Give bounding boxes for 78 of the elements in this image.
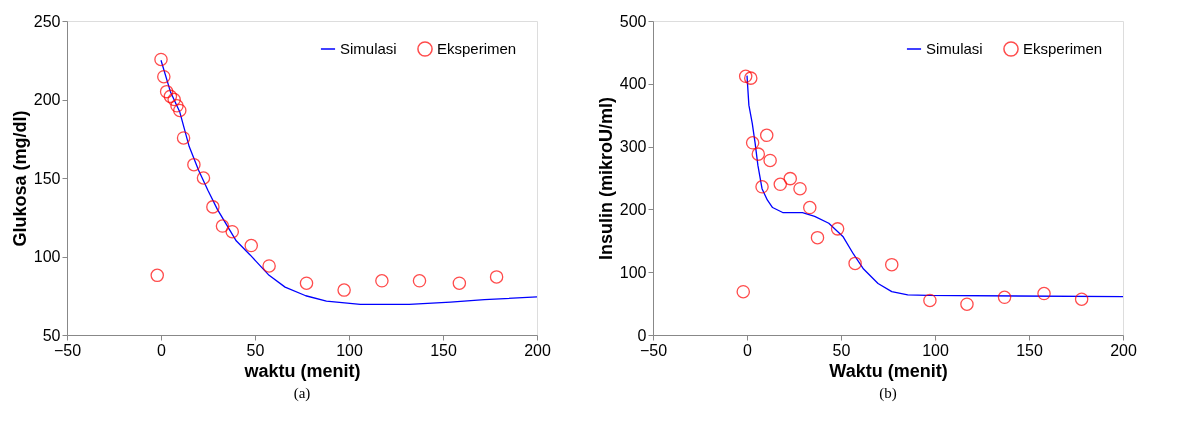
point bbox=[736, 284, 751, 299]
y-tick-label: 0 bbox=[637, 326, 647, 344]
point bbox=[783, 171, 798, 186]
point bbox=[154, 52, 168, 67]
point bbox=[923, 293, 937, 308]
x-tick-label: 50 bbox=[246, 341, 265, 359]
point bbox=[848, 256, 862, 271]
legend-label: Simulasi bbox=[926, 40, 983, 57]
x-tick-label: 0 bbox=[743, 341, 753, 359]
y-tick-label: 100 bbox=[33, 248, 61, 265]
point bbox=[157, 69, 171, 84]
x-axis-title: Waktu (menit) bbox=[829, 360, 948, 381]
point bbox=[225, 224, 240, 239]
y-tick-label: 300 bbox=[619, 138, 647, 156]
x-tick-label: −50 bbox=[639, 341, 668, 359]
point bbox=[763, 153, 777, 168]
text: (a) bbox=[293, 385, 311, 402]
y-tick-label: 100 bbox=[619, 263, 647, 281]
y-axis-title: Glukosa (mg/dl) bbox=[9, 110, 30, 247]
y-tick-label: 200 bbox=[619, 200, 647, 218]
x-tick-label: −50 bbox=[53, 341, 82, 359]
point bbox=[187, 157, 201, 172]
y-tick-label: 150 bbox=[33, 169, 61, 187]
point bbox=[337, 283, 351, 297]
line-series bbox=[160, 59, 538, 306]
y-tick-label: 250 bbox=[33, 12, 61, 30]
point bbox=[755, 180, 769, 194]
point bbox=[262, 259, 276, 273]
point bbox=[173, 103, 187, 118]
point bbox=[215, 219, 230, 233]
point bbox=[738, 69, 753, 84]
x-axis-title: waktu (menit) bbox=[243, 360, 361, 381]
point bbox=[810, 230, 825, 245]
x-tick-label: 0 bbox=[157, 341, 167, 359]
x-tick-label: 50 bbox=[832, 341, 851, 359]
y-tick-label: 50 bbox=[42, 326, 61, 344]
point bbox=[167, 92, 181, 107]
point bbox=[206, 200, 220, 214]
point bbox=[773, 177, 788, 192]
x-tick-label: 200 bbox=[524, 341, 551, 359]
y-axis-title: Insulin (mikroU/ml) bbox=[595, 96, 616, 261]
text: (b) bbox=[879, 385, 897, 402]
x-tick-label: 150 bbox=[1016, 341, 1043, 359]
legend-label: Eksperimen bbox=[437, 40, 517, 57]
point bbox=[793, 181, 807, 196]
point bbox=[884, 257, 899, 272]
line-series bbox=[746, 74, 1124, 298]
x-tick-label: 100 bbox=[336, 341, 363, 359]
x-tick-label: 150 bbox=[430, 341, 457, 359]
x-tick-label: 100 bbox=[922, 341, 949, 359]
point bbox=[452, 276, 467, 290]
point bbox=[960, 297, 974, 311]
point bbox=[997, 290, 1012, 305]
point bbox=[196, 171, 211, 185]
point bbox=[745, 136, 760, 150]
point bbox=[159, 84, 174, 99]
point bbox=[743, 71, 758, 85]
y-tick-label: 200 bbox=[33, 91, 61, 108]
point bbox=[751, 147, 766, 161]
point bbox=[412, 274, 427, 288]
point bbox=[244, 238, 259, 253]
y-tick-label: 500 bbox=[619, 12, 647, 30]
point bbox=[176, 131, 191, 145]
point bbox=[163, 89, 178, 104]
point bbox=[830, 222, 845, 236]
y-tick-label: 400 bbox=[619, 75, 647, 93]
point bbox=[170, 99, 184, 113]
x-tick-label: 200 bbox=[1110, 341, 1137, 359]
point bbox=[375, 274, 389, 288]
point bbox=[759, 128, 774, 143]
point bbox=[803, 200, 817, 215]
point bbox=[1037, 286, 1051, 301]
legend-label: Simulasi bbox=[340, 40, 397, 57]
point bbox=[150, 268, 165, 283]
point bbox=[489, 270, 504, 284]
point bbox=[299, 276, 314, 290]
legend-label: Eksperimen bbox=[1023, 40, 1103, 57]
point bbox=[1074, 292, 1089, 306]
